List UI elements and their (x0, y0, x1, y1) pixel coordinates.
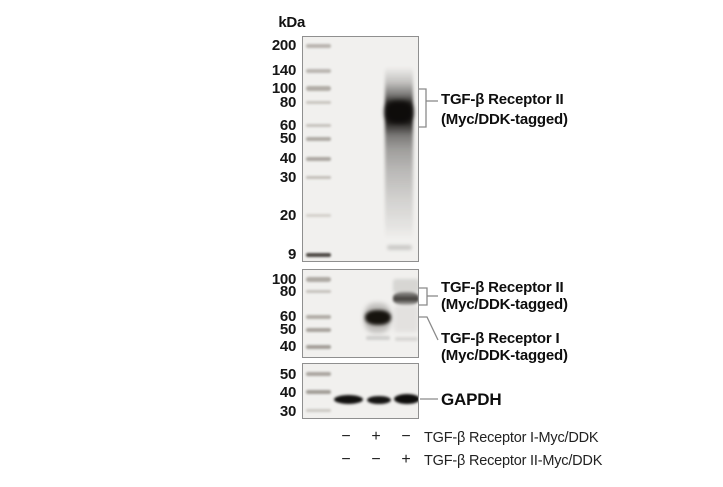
marker-label: 50 (279, 366, 296, 383)
marker-label: 200 (271, 37, 296, 54)
band-gapdh-lane3 (394, 394, 418, 404)
condition-sign: − (341, 428, 351, 445)
band-smear-tgfbr2-lane3 (385, 67, 413, 239)
marker-label: 100 (271, 80, 296, 97)
ladder-band-50 (306, 328, 331, 332)
marker-label: 50 (279, 130, 296, 147)
ladder-band-9 (306, 253, 331, 257)
bracket-top-tgfbr2 (419, 88, 427, 128)
ladder-band-50 (306, 137, 331, 141)
marker-label: 50 (279, 321, 296, 338)
kda-unit-label: kDa (278, 14, 305, 31)
marker-label: 40 (279, 150, 296, 167)
band-faint-lane2 (366, 336, 390, 340)
label-line: (Myc/DDK-tagged) (441, 347, 568, 364)
band-smear-top-lane3 (393, 279, 418, 293)
marker-label: 30 (279, 169, 296, 186)
band-gapdh-lane1 (334, 395, 363, 404)
marker-label: 100 (271, 271, 296, 288)
ladder-band-80 (306, 101, 331, 104)
ladder-band-80 (306, 290, 331, 293)
band-tail-lane3 (394, 306, 418, 332)
pointer-line-tgfbr1 (418, 316, 439, 341)
condition-label-tgfbr1: TGF-β Receptor I-Myc/DDK (424, 430, 599, 446)
label-line: (Myc/DDK-tagged) (441, 111, 568, 128)
condition-sign: + (401, 451, 411, 468)
marker-label: 80 (279, 94, 296, 111)
label-tgfbr2-top-panel: TGF-β Receptor II (Myc/DDK-tagged) (441, 90, 568, 130)
condition-sign: − (401, 428, 411, 445)
blot-panel-gapdh (302, 363, 419, 419)
label-tgfbr2-middle-panel: TGF-β Receptor II (Myc/DDK-tagged) (441, 279, 568, 313)
ladder-band-40 (306, 390, 331, 394)
marker-label: 30 (279, 403, 296, 420)
marker-label: 40 (279, 338, 296, 355)
marker-label: 80 (279, 283, 296, 300)
condition-sign: − (371, 451, 381, 468)
marker-label: 60 (279, 308, 296, 325)
ladder-band-30 (306, 176, 331, 179)
ladder-band-40 (306, 157, 331, 161)
ladder-band-20 (306, 214, 331, 217)
ladder-band-200 (306, 44, 331, 48)
marker-label: 20 (279, 207, 296, 224)
ladder-band-40 (306, 345, 331, 349)
label-line: TGF-β Receptor II (441, 91, 564, 108)
label-line: (Myc/DDK-tagged) (441, 296, 568, 313)
band-faint-lane3-9kda (387, 245, 412, 250)
band-core-tgfbr2-lane3 (385, 101, 413, 123)
band-gapdh-lane2 (367, 396, 391, 404)
band-core-tgfbr1-lane2 (365, 310, 391, 325)
ladder-band-50 (306, 372, 331, 376)
label-line: TGF-β Receptor I (441, 330, 560, 347)
ladder-band-60 (306, 124, 331, 127)
marker-label: 40 (279, 384, 296, 401)
ladder-band-100 (306, 277, 331, 282)
condition-sign: − (341, 451, 351, 468)
label-line: TGF-β Receptor II (441, 279, 564, 296)
band-core-tgfbr2-lane3 (393, 292, 418, 305)
condition-sign: + (371, 428, 381, 445)
ladder-band-60 (306, 315, 331, 319)
marker-label: 60 (279, 117, 296, 134)
label-gapdh: GAPDH (441, 390, 502, 409)
blot-panel-receptors (302, 269, 419, 358)
ladder-band-100 (306, 86, 331, 91)
marker-label: 140 (271, 62, 296, 79)
marker-label: 9 (287, 246, 296, 263)
ladder-band-30 (306, 409, 331, 412)
blot-panel-tgfbr2 (302, 36, 419, 262)
bracket-mid-tgfbr2 (419, 287, 428, 306)
label-tgfbr1-middle-panel: TGF-β Receptor I (Myc/DDK-tagged) (441, 330, 568, 364)
condition-label-tgfbr2: TGF-β Receptor II-Myc/DDK (424, 453, 603, 469)
ladder-band-140 (306, 69, 331, 73)
band-faint-lane3 (395, 337, 418, 341)
